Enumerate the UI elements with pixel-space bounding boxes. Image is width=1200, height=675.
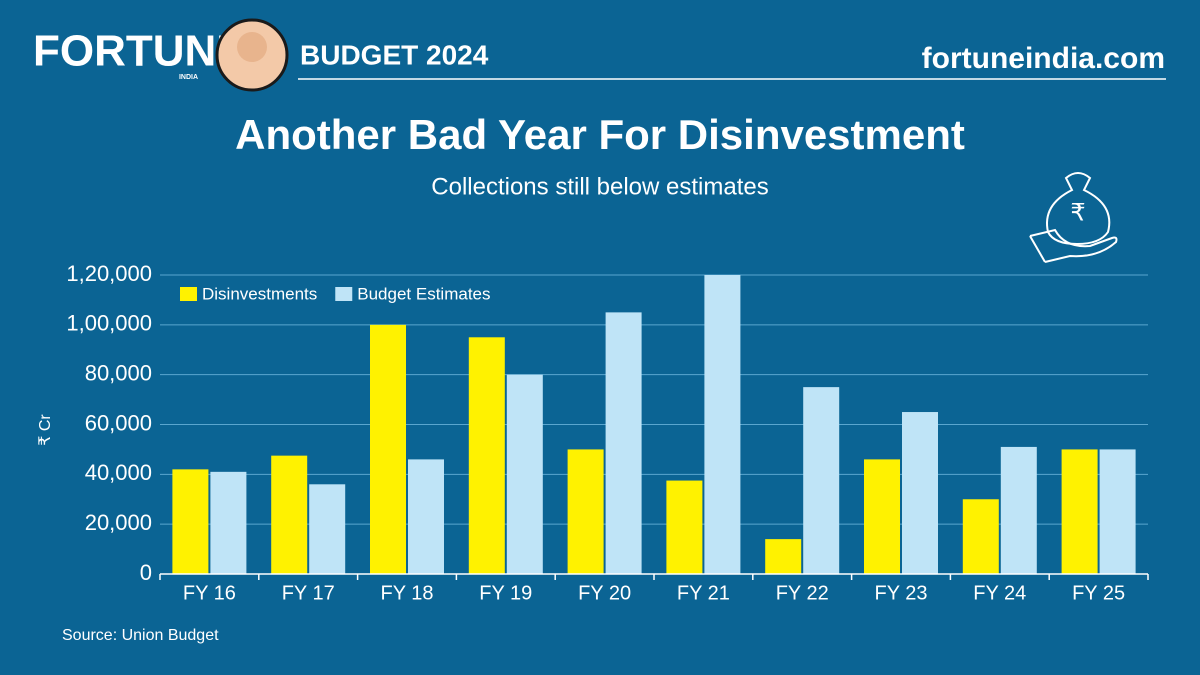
bar (408, 459, 444, 574)
bar (666, 480, 703, 574)
bar (962, 499, 999, 574)
bar (370, 324, 406, 574)
chart-title: Another Bad Year For Disinvestment (235, 111, 965, 158)
bar (172, 469, 209, 574)
x-tick-label: FY 21 (677, 582, 730, 604)
brand: FORTUNE (33, 27, 246, 76)
bar (210, 471, 247, 574)
svg-text:₹: ₹ (1070, 199, 1085, 226)
money-icon: ₹ (1029, 172, 1118, 263)
bar (309, 484, 346, 574)
bar (1099, 449, 1136, 574)
x-tick-label: FY 16 (183, 582, 236, 604)
y-tick-label: 40,000 (85, 460, 152, 485)
x-tick-label: FY 25 (1072, 582, 1125, 604)
bar (803, 387, 840, 574)
y-axis-label: ₹ Cr (37, 414, 54, 446)
bar (765, 539, 802, 574)
x-tick-label: FY 19 (479, 582, 532, 604)
y-tick-label: 80,000 (85, 360, 152, 385)
site: fortuneindia.com (922, 42, 1165, 75)
y-tick-label: 0 (140, 560, 152, 585)
source: Source: Union Budget (62, 627, 219, 644)
bar (704, 275, 741, 574)
x-tick-label: FY 17 (282, 582, 335, 604)
y-tick-label: 1,20,000 (66, 261, 152, 286)
legend-label: Budget Estimates (357, 284, 490, 303)
bar (902, 412, 938, 574)
x-tick-label: FY 22 (776, 582, 829, 604)
x-tick-label: FY 20 (578, 582, 631, 604)
legend-swatch (180, 287, 197, 301)
bar (567, 449, 604, 574)
bar (468, 337, 505, 574)
edition: BUDGET 2024 (300, 39, 489, 70)
bar (605, 312, 642, 574)
y-tick-label: 1,00,000 (66, 311, 152, 336)
y-tick-label: 20,000 (85, 510, 152, 535)
x-tick-label: FY 18 (381, 582, 434, 604)
bar (271, 455, 308, 574)
x-tick-label: FY 24 (973, 582, 1026, 604)
bar (864, 459, 900, 574)
x-tick-label: FY 23 (875, 582, 928, 604)
bar (506, 374, 543, 574)
legend-swatch (335, 287, 353, 301)
y-tick-label: 60,000 (85, 410, 152, 435)
portrait-face (237, 32, 267, 62)
bar (1061, 449, 1098, 574)
bar (1000, 446, 1037, 574)
chart-subtitle: Collections still below estimates (431, 173, 768, 200)
legend-label: Disinvestments (202, 284, 317, 303)
brand-sub: INDIA (179, 74, 198, 81)
